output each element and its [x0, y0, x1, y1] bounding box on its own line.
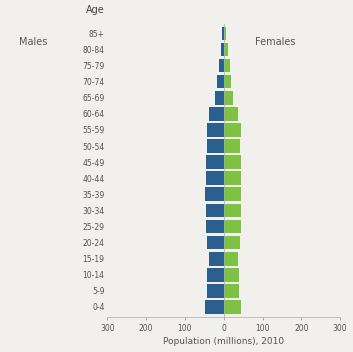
Bar — [224, 220, 241, 233]
Bar — [209, 107, 224, 121]
Bar — [208, 284, 224, 298]
Bar — [207, 123, 224, 137]
Text: Males: Males — [19, 37, 47, 47]
Bar — [224, 252, 238, 265]
Bar — [205, 300, 224, 314]
Text: Females: Females — [255, 37, 295, 47]
Bar — [215, 91, 224, 105]
Bar — [206, 155, 224, 169]
Bar — [224, 203, 241, 217]
Bar — [208, 268, 224, 282]
Text: Age: Age — [86, 5, 105, 15]
Bar — [224, 107, 239, 121]
Bar — [224, 26, 226, 40]
Bar — [209, 252, 224, 265]
Bar — [224, 43, 228, 56]
Bar — [224, 188, 241, 201]
Bar — [224, 123, 241, 137]
Bar — [224, 75, 232, 88]
Bar — [205, 188, 224, 201]
Bar — [224, 284, 239, 298]
Bar — [224, 236, 240, 250]
Bar — [224, 91, 233, 105]
Bar — [224, 171, 241, 185]
Bar — [217, 75, 224, 88]
Bar — [224, 139, 240, 153]
Bar — [206, 171, 224, 185]
Bar — [221, 43, 224, 56]
Bar — [224, 155, 241, 169]
Bar — [224, 300, 241, 314]
Bar — [219, 59, 224, 73]
Bar — [206, 203, 224, 217]
Bar — [224, 59, 229, 73]
X-axis label: Population (millions), 2010: Population (millions), 2010 — [163, 338, 284, 346]
Bar — [207, 236, 224, 250]
Bar — [224, 268, 239, 282]
Bar — [207, 139, 224, 153]
Bar — [222, 26, 224, 40]
Bar — [206, 220, 224, 233]
